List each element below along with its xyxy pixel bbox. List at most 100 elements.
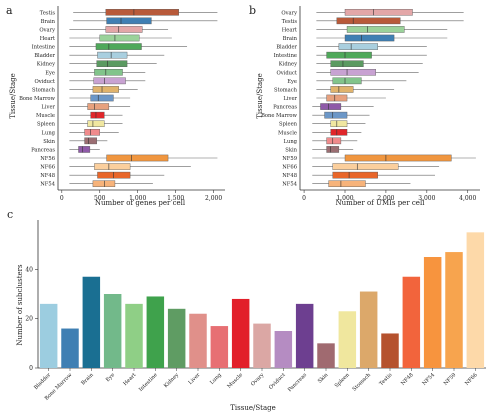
panel-b-chart: Tissue/Stage Number of UMIs per cell Ova… — [256, 6, 480, 207]
box-muscle — [90, 111, 105, 119]
x-tick-label: Stomach — [352, 372, 373, 393]
x-tick-label: Eye — [105, 372, 116, 383]
y-tick-label: 40 — [25, 266, 33, 273]
row-label: Spleen — [279, 122, 298, 128]
box-ovary — [344, 8, 413, 16]
box-nf54 — [328, 180, 366, 187]
row-label: NF54 — [282, 182, 297, 188]
box-brain — [106, 17, 152, 25]
row-label: Liver — [41, 105, 55, 111]
box-nf66 — [332, 163, 399, 170]
bar-nf48 — [402, 276, 421, 368]
box-liver — [87, 103, 110, 110]
box-heart — [99, 34, 140, 42]
bar-skin — [317, 343, 335, 368]
bar-ovary — [253, 323, 271, 368]
bar-heart — [125, 303, 143, 368]
row-label: Muscle — [278, 130, 297, 136]
bar-pancreas — [295, 303, 314, 368]
box-kidney — [330, 60, 364, 67]
row-label: NF66 — [282, 165, 297, 171]
row-label: Pancreas — [31, 147, 55, 153]
box-nf48 — [97, 171, 131, 179]
row-label: Stomach — [274, 87, 298, 93]
x-tick-label: NF54 — [421, 372, 436, 387]
row-label: NF54 — [40, 182, 55, 188]
box-stomach — [330, 86, 354, 93]
row-label: Oviduct — [35, 79, 56, 85]
row-label: NF66 — [40, 165, 55, 171]
x-tick-label: 0 — [60, 195, 64, 202]
box-kidney — [96, 60, 128, 67]
bar-lung — [210, 326, 229, 368]
x-tick-label: NF66 — [464, 372, 479, 387]
row-label: NF48 — [40, 173, 55, 179]
panel-b-ylabel: Tissue/Stage — [256, 73, 264, 119]
bar-muscle — [231, 298, 250, 368]
x-tick-label: NF48 — [400, 372, 415, 387]
x-tick-label: NF59 — [443, 372, 458, 387]
bar-nf59 — [445, 252, 463, 368]
box-intestine — [326, 51, 372, 59]
row-label: Heart — [40, 36, 56, 42]
box-nf66 — [94, 163, 131, 170]
box-pancreas — [320, 103, 342, 110]
row-label: Eye — [45, 70, 55, 76]
bar-nf54 — [423, 257, 442, 368]
bar-stomach — [359, 291, 378, 368]
row-label: Bladder — [276, 45, 297, 51]
box-lung — [326, 137, 342, 145]
bar-oviduct — [274, 331, 293, 368]
x-tick-label: Liver — [188, 372, 202, 386]
box-nf56 — [106, 154, 169, 162]
x-tick-label: Bladder — [33, 372, 52, 391]
row-label: Testis — [282, 19, 298, 25]
box-bone-marrow — [90, 94, 114, 102]
bar-nf66 — [466, 232, 485, 368]
panel-a-letter: a — [6, 4, 13, 17]
bar-kidney — [167, 308, 186, 368]
box-oviduct — [330, 68, 376, 76]
x-tick-label: Testis — [378, 372, 393, 387]
row-label: Kidney — [37, 62, 55, 68]
box-nf48 — [332, 171, 378, 179]
x-tick-label: Kidney — [163, 372, 180, 389]
box-muscle — [330, 128, 348, 136]
x-tick-label: Intestine — [138, 372, 159, 393]
box-bone-marrow — [324, 111, 348, 119]
row-label: Intestine — [32, 45, 55, 51]
box-spleen — [330, 120, 348, 127]
x-tick-label: Ovary — [250, 372, 265, 387]
row-label: Stomach — [32, 87, 56, 93]
box-brain — [344, 34, 395, 42]
box-intestine — [95, 43, 142, 50]
box-skin — [326, 146, 340, 153]
row-label: Intestine — [274, 53, 297, 59]
x-tick-label: Heart — [122, 372, 138, 388]
row-label: Pancreas — [273, 105, 297, 111]
y-tick-label: 0 — [29, 365, 33, 372]
x-tick-label: 0 — [302, 195, 306, 202]
box-oviduct — [93, 77, 126, 85]
x-tick-label: Spleen — [334, 372, 351, 389]
bar-bone-marrow — [61, 328, 79, 368]
row-label: NF48 — [282, 173, 297, 179]
panel-a-chart: Tissue/Stage Number of genes per cell Te… — [9, 6, 225, 207]
row-label: Bone Marrow — [261, 113, 297, 119]
x-tick-label: Lung — [209, 372, 223, 386]
panel-a-ylabel: Tissue/Stage — [9, 73, 17, 119]
x-tick-label: Muscle — [226, 372, 244, 390]
row-label: Eye — [287, 79, 297, 85]
x-tick-label: 1,000 — [129, 195, 146, 202]
x-tick-label: 500 — [94, 195, 106, 202]
panel-b-letter: b — [249, 4, 256, 17]
row-label: Lung — [42, 130, 56, 136]
panel-c-ylabel: Number of subclusters — [16, 264, 24, 346]
panel-b-xlabel: Number of UMIs per cell — [336, 199, 426, 207]
box-eye — [332, 77, 362, 85]
row-label: Bone Marrow — [19, 96, 55, 102]
row-label: NF59 — [282, 156, 297, 162]
box-nf54 — [92, 180, 116, 187]
box-eye — [94, 68, 123, 76]
row-label: Brain — [41, 19, 56, 25]
